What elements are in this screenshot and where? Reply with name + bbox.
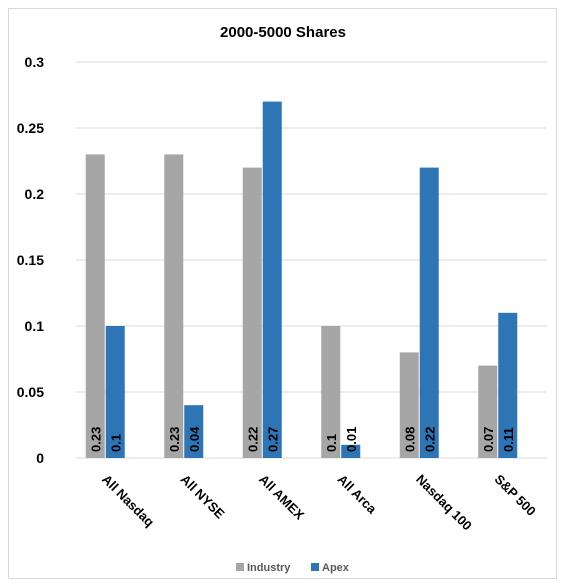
y-tick-label: 0.15 [17,252,44,268]
legend-label: Apex [322,562,350,574]
data-label: 0.01 [344,427,359,452]
y-tick-label: 0.1 [25,318,45,334]
bar-apex [262,101,282,458]
y-tick-label: 0.25 [17,120,44,136]
legend-swatch-apex [311,563,319,571]
y-tick-label: 0.05 [17,384,44,400]
bar-industry [478,365,498,458]
gridlines [76,61,547,459]
y-axis: 0 0.05 0.1 0.15 0.2 0.25 0.3 [17,54,44,466]
data-label: 0.07 [481,427,496,452]
legend-swatch-industry [236,563,244,571]
legend-label: Industry [247,562,291,574]
x-tick-label: All Nasdaq [99,472,157,530]
data-label: 0.1 [324,434,339,452]
data-label: 0.23 [167,427,182,452]
data-labels: 0.23 0.1 0.23 0.04 0.22 0.27 0.1 0.01 0.08 0.22 0.… [88,426,516,452]
legend: Industry Apex [236,562,350,574]
data-label: 0.23 [88,427,103,452]
x-tick-label: S&P 500 [492,472,539,519]
data-label: 0.08 [402,427,417,452]
bar-apex [341,444,361,458]
y-tick-label: 0 [36,450,44,466]
bar-industry [242,167,262,458]
bar-industry [85,154,105,458]
y-tick-label: 0.2 [25,186,45,202]
x-tick-label: All AMEX [256,472,307,523]
x-tick-label: Nasdaq 100 [413,472,475,534]
bar-industry [164,154,184,458]
data-label: 0.27 [265,427,280,452]
bar-industry [399,352,419,458]
bar-apex [419,167,439,458]
chart-title: 2000-5000 Shares [220,24,346,41]
bar-apex [184,405,204,458]
data-label: 0.22 [245,427,260,452]
data-label: 0.22 [422,427,437,452]
x-tick-label: All NYSE [178,472,228,522]
y-tick-label: 0.3 [25,54,45,70]
bar-apex [105,326,125,458]
bar-apex [498,312,518,458]
x-tick-label: All Arca [335,472,381,518]
x-axis: All Nasdaq All NYSE All AMEX All Arca Nasdaq… [99,472,539,534]
data-label: 0.04 [187,426,202,452]
data-label: 0.11 [501,427,516,452]
data-label: 0.1 [108,434,123,452]
bars [85,101,518,458]
bar-industry [321,326,341,458]
